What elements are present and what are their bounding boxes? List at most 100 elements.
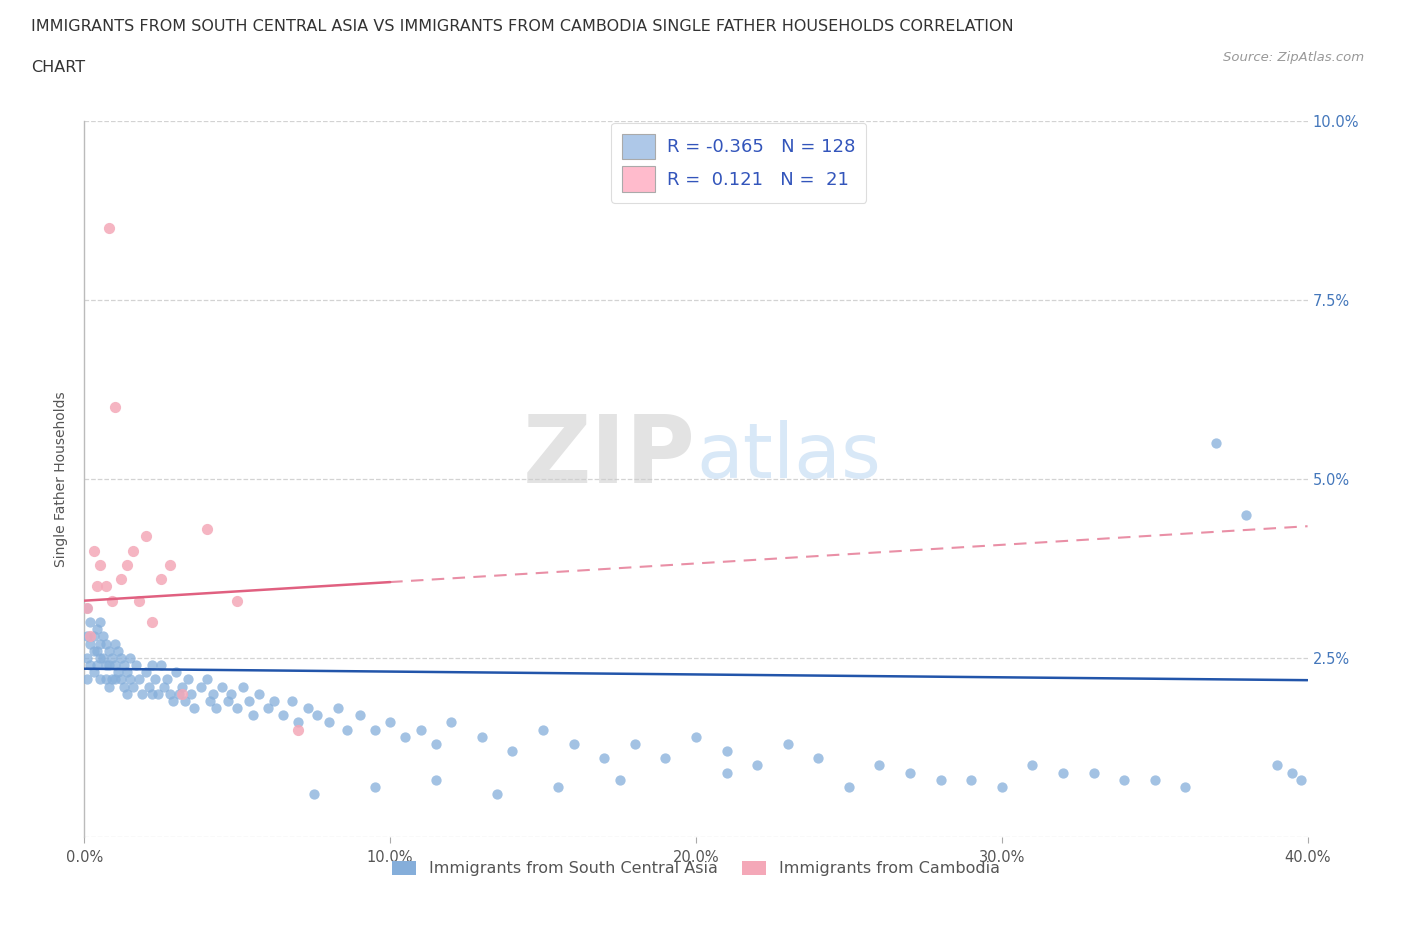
Point [91, 651, 114, 666]
Point [101, 651, 124, 666]
Point [76, 601, 98, 616]
Point [141, 658, 163, 672]
Text: Source: ZipAtlas.com: Source: ZipAtlas.com [1223, 51, 1364, 64]
Point [685, 729, 707, 744]
Point [76, 672, 98, 687]
Point [198, 694, 221, 709]
Point [167, 686, 190, 701]
Point [364, 779, 387, 794]
Point [86, 644, 108, 658]
Point [1291, 772, 1313, 787]
Point [120, 651, 142, 666]
Point [654, 751, 676, 765]
Point [146, 686, 169, 701]
Point [302, 787, 325, 802]
Point [86, 622, 108, 637]
Point [97, 644, 120, 658]
Point [440, 715, 463, 730]
Point [149, 658, 172, 672]
Point [247, 686, 270, 701]
Point [297, 700, 319, 715]
Point [94, 672, 117, 687]
Point [122, 543, 145, 558]
Point [89, 636, 111, 651]
Point [153, 679, 176, 694]
Point [232, 679, 254, 694]
Point [125, 658, 148, 672]
Point [624, 737, 647, 751]
Point [271, 708, 294, 723]
Point [159, 557, 181, 572]
Point [195, 522, 218, 537]
Point [336, 722, 359, 737]
Point [960, 772, 983, 787]
Point [91, 629, 114, 644]
Point [217, 694, 239, 709]
Point [425, 772, 447, 787]
Point [94, 636, 117, 651]
Point [76, 629, 98, 644]
Point [94, 578, 117, 594]
Point [89, 557, 111, 572]
Text: atlas: atlas [696, 420, 880, 495]
Text: CHART: CHART [31, 60, 84, 75]
Point [898, 765, 921, 780]
Point [89, 672, 111, 687]
Point [318, 715, 340, 730]
Point [76, 651, 98, 666]
Point [838, 779, 860, 794]
Point [716, 765, 738, 780]
Point [101, 672, 124, 687]
Point [104, 672, 127, 687]
Point [257, 700, 280, 715]
Point [425, 737, 447, 751]
Point [94, 658, 117, 672]
Point [104, 658, 127, 672]
Point [593, 751, 616, 765]
Point [115, 665, 138, 680]
Point [149, 572, 172, 587]
Y-axis label: Single Father Households: Single Father Households [55, 392, 69, 566]
Point [328, 700, 350, 715]
Point [716, 744, 738, 759]
Point [162, 694, 184, 709]
Point [1265, 758, 1288, 773]
Point [110, 672, 132, 687]
Point [86, 578, 108, 594]
Point [287, 715, 309, 730]
Point [131, 686, 153, 701]
Point [807, 751, 830, 765]
Point [97, 220, 120, 235]
Point [83, 644, 105, 658]
Point [110, 651, 132, 666]
Text: IMMIGRANTS FROM SOUTH CENTRAL ASIA VS IMMIGRANTS FROM CAMBODIA SINGLE FATHER HOU: IMMIGRANTS FROM SOUTH CENTRAL ASIA VS IM… [31, 19, 1014, 33]
Point [104, 400, 127, 415]
Point [991, 779, 1014, 794]
Point [141, 615, 163, 630]
Point [1174, 779, 1197, 794]
Point [172, 679, 194, 694]
Legend: Immigrants from South Central Asia, Immigrants from Cambodia: Immigrants from South Central Asia, Immi… [385, 855, 1007, 883]
Point [226, 593, 249, 608]
Point [409, 722, 432, 737]
Point [112, 658, 135, 672]
Point [747, 758, 769, 773]
Point [107, 644, 129, 658]
Point [128, 593, 150, 608]
Point [226, 700, 249, 715]
Point [364, 722, 387, 737]
Point [1114, 772, 1136, 787]
Point [211, 679, 233, 694]
Point [562, 737, 585, 751]
Point [174, 694, 197, 709]
Point [83, 665, 105, 680]
Point [86, 658, 108, 672]
Point [107, 665, 129, 680]
Point [79, 615, 101, 630]
Point [305, 708, 328, 723]
Point [502, 744, 524, 759]
Point [159, 686, 181, 701]
Point [201, 686, 224, 701]
Point [165, 665, 187, 680]
Point [238, 694, 260, 709]
